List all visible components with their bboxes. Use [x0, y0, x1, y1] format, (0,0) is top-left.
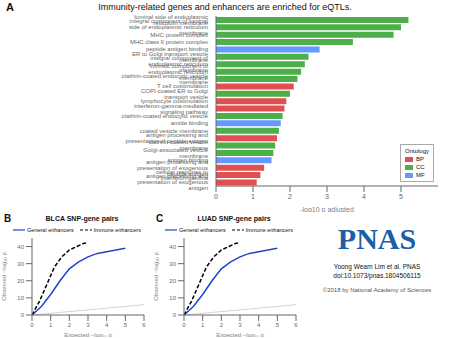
svg-text:20: 20 — [17, 278, 24, 284]
svg-text:0: 0 — [182, 322, 186, 328]
svg-text:clathrin-coated endocytic vesi: clathrin-coated endocytic vesicle — [122, 113, 209, 119]
svg-text:0: 0 — [173, 312, 177, 318]
svg-text:Expected −log₁₀ p: Expected −log₁₀ p — [64, 332, 112, 337]
svg-text:0: 0 — [30, 322, 34, 328]
svg-text:1: 1 — [251, 193, 255, 200]
svg-text:2: 2 — [68, 322, 72, 328]
svg-text:4: 4 — [362, 193, 366, 200]
svg-text:5: 5 — [276, 322, 280, 328]
svg-text:antigen processing andpresenta: antigen processing andpresentation of ex… — [137, 173, 208, 191]
svg-text:3: 3 — [325, 193, 329, 200]
svg-text:2: 2 — [288, 193, 292, 200]
svg-text:2: 2 — [220, 322, 224, 328]
svg-text:6: 6 — [142, 322, 146, 328]
svg-text:5: 5 — [399, 193, 403, 200]
svg-text:4: 4 — [105, 322, 109, 328]
svg-text:20: 20 — [169, 278, 176, 284]
svg-text:MHC class II protein complex: MHC class II protein complex — [130, 39, 208, 45]
svg-text:30: 30 — [17, 261, 24, 267]
svg-text:10: 10 — [17, 295, 24, 301]
svg-text:-log10 p adjusted: -log10 p adjusted — [300, 206, 354, 212]
svg-text:1: 1 — [49, 322, 53, 328]
svg-text:0: 0 — [214, 193, 218, 200]
svg-text:Observed −log₁₀ p: Observed −log₁₀ p — [154, 251, 159, 300]
svg-text:5: 5 — [124, 322, 128, 328]
svg-text:30: 30 — [169, 261, 176, 267]
svg-text:0: 0 — [21, 312, 25, 318]
svg-text:Expected −log₁₀ p: Expected −log₁₀ p — [216, 332, 264, 337]
svg-text:3: 3 — [238, 322, 242, 328]
svg-text:3: 3 — [86, 322, 90, 328]
svg-text:4: 4 — [257, 322, 261, 328]
svg-text:MHC protein complex: MHC protein complex — [150, 32, 208, 38]
svg-text:amide binding: amide binding — [171, 120, 208, 126]
svg-text:10: 10 — [169, 295, 176, 301]
svg-text:40: 40 — [169, 244, 176, 250]
svg-text:40: 40 — [17, 244, 24, 250]
svg-text:1: 1 — [201, 322, 205, 328]
svg-text:6: 6 — [294, 322, 298, 328]
